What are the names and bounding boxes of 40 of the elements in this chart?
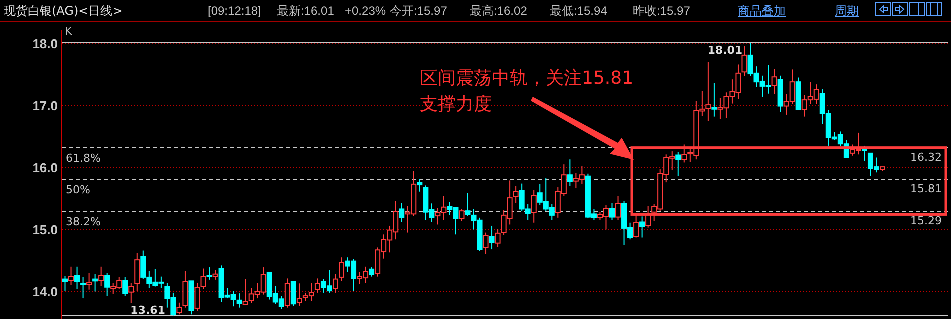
candlestick: [332, 274, 338, 294]
y-tick-label: 16.0: [32, 160, 58, 176]
annotation: 38.2%: [66, 216, 101, 229]
text: [09:12:18]: [208, 4, 262, 18]
annotation: 13.61: [130, 304, 166, 317]
y-tick-label: 18.0: [32, 36, 58, 52]
y-tick-label: 14.0: [32, 284, 58, 300]
text: +0.23%: [345, 4, 386, 18]
chart-title: 现货白银(AG)<日线>: [4, 4, 123, 18]
candlestick: [489, 225, 495, 250]
annotation: 61.8%: [66, 152, 101, 165]
candlestick: [86, 272, 92, 290]
candlestick: [640, 216, 646, 238]
annotation: 50%: [66, 183, 90, 196]
ref-line-label: 15.29: [910, 214, 942, 228]
candlestick: [128, 282, 134, 304]
text: 昨收:15.97: [633, 4, 691, 18]
candlestick: [567, 159, 573, 187]
candlestick: [712, 82, 718, 118]
ref-line-label: 16.32: [910, 150, 942, 164]
text: 最新:16.01: [277, 4, 335, 18]
candlestick: [62, 276, 68, 292]
text: 今开:15.97: [390, 4, 448, 18]
text: 最低:15.94: [550, 4, 608, 18]
y-tick-label: 15.0: [32, 222, 58, 238]
y-tick-label: 17.0: [32, 98, 58, 114]
candlestick: [92, 274, 98, 292]
text: 最高:16.02: [470, 4, 528, 18]
candlestick: [98, 266, 104, 287]
annotation: K: [65, 25, 73, 38]
text: 商品叠加: [738, 4, 786, 18]
annotation: 区间震荡中轨，关注15.81 支撑力度: [420, 68, 634, 115]
annotation: 18.01: [708, 44, 743, 58]
text: 周期: [835, 4, 859, 18]
ref-line-label: 15.81: [910, 182, 942, 196]
candlestick: [531, 190, 537, 224]
candlestick: [68, 266, 74, 286]
candlestick: [676, 152, 682, 177]
candlestick: [742, 46, 748, 78]
candlestick: [772, 68, 778, 95]
